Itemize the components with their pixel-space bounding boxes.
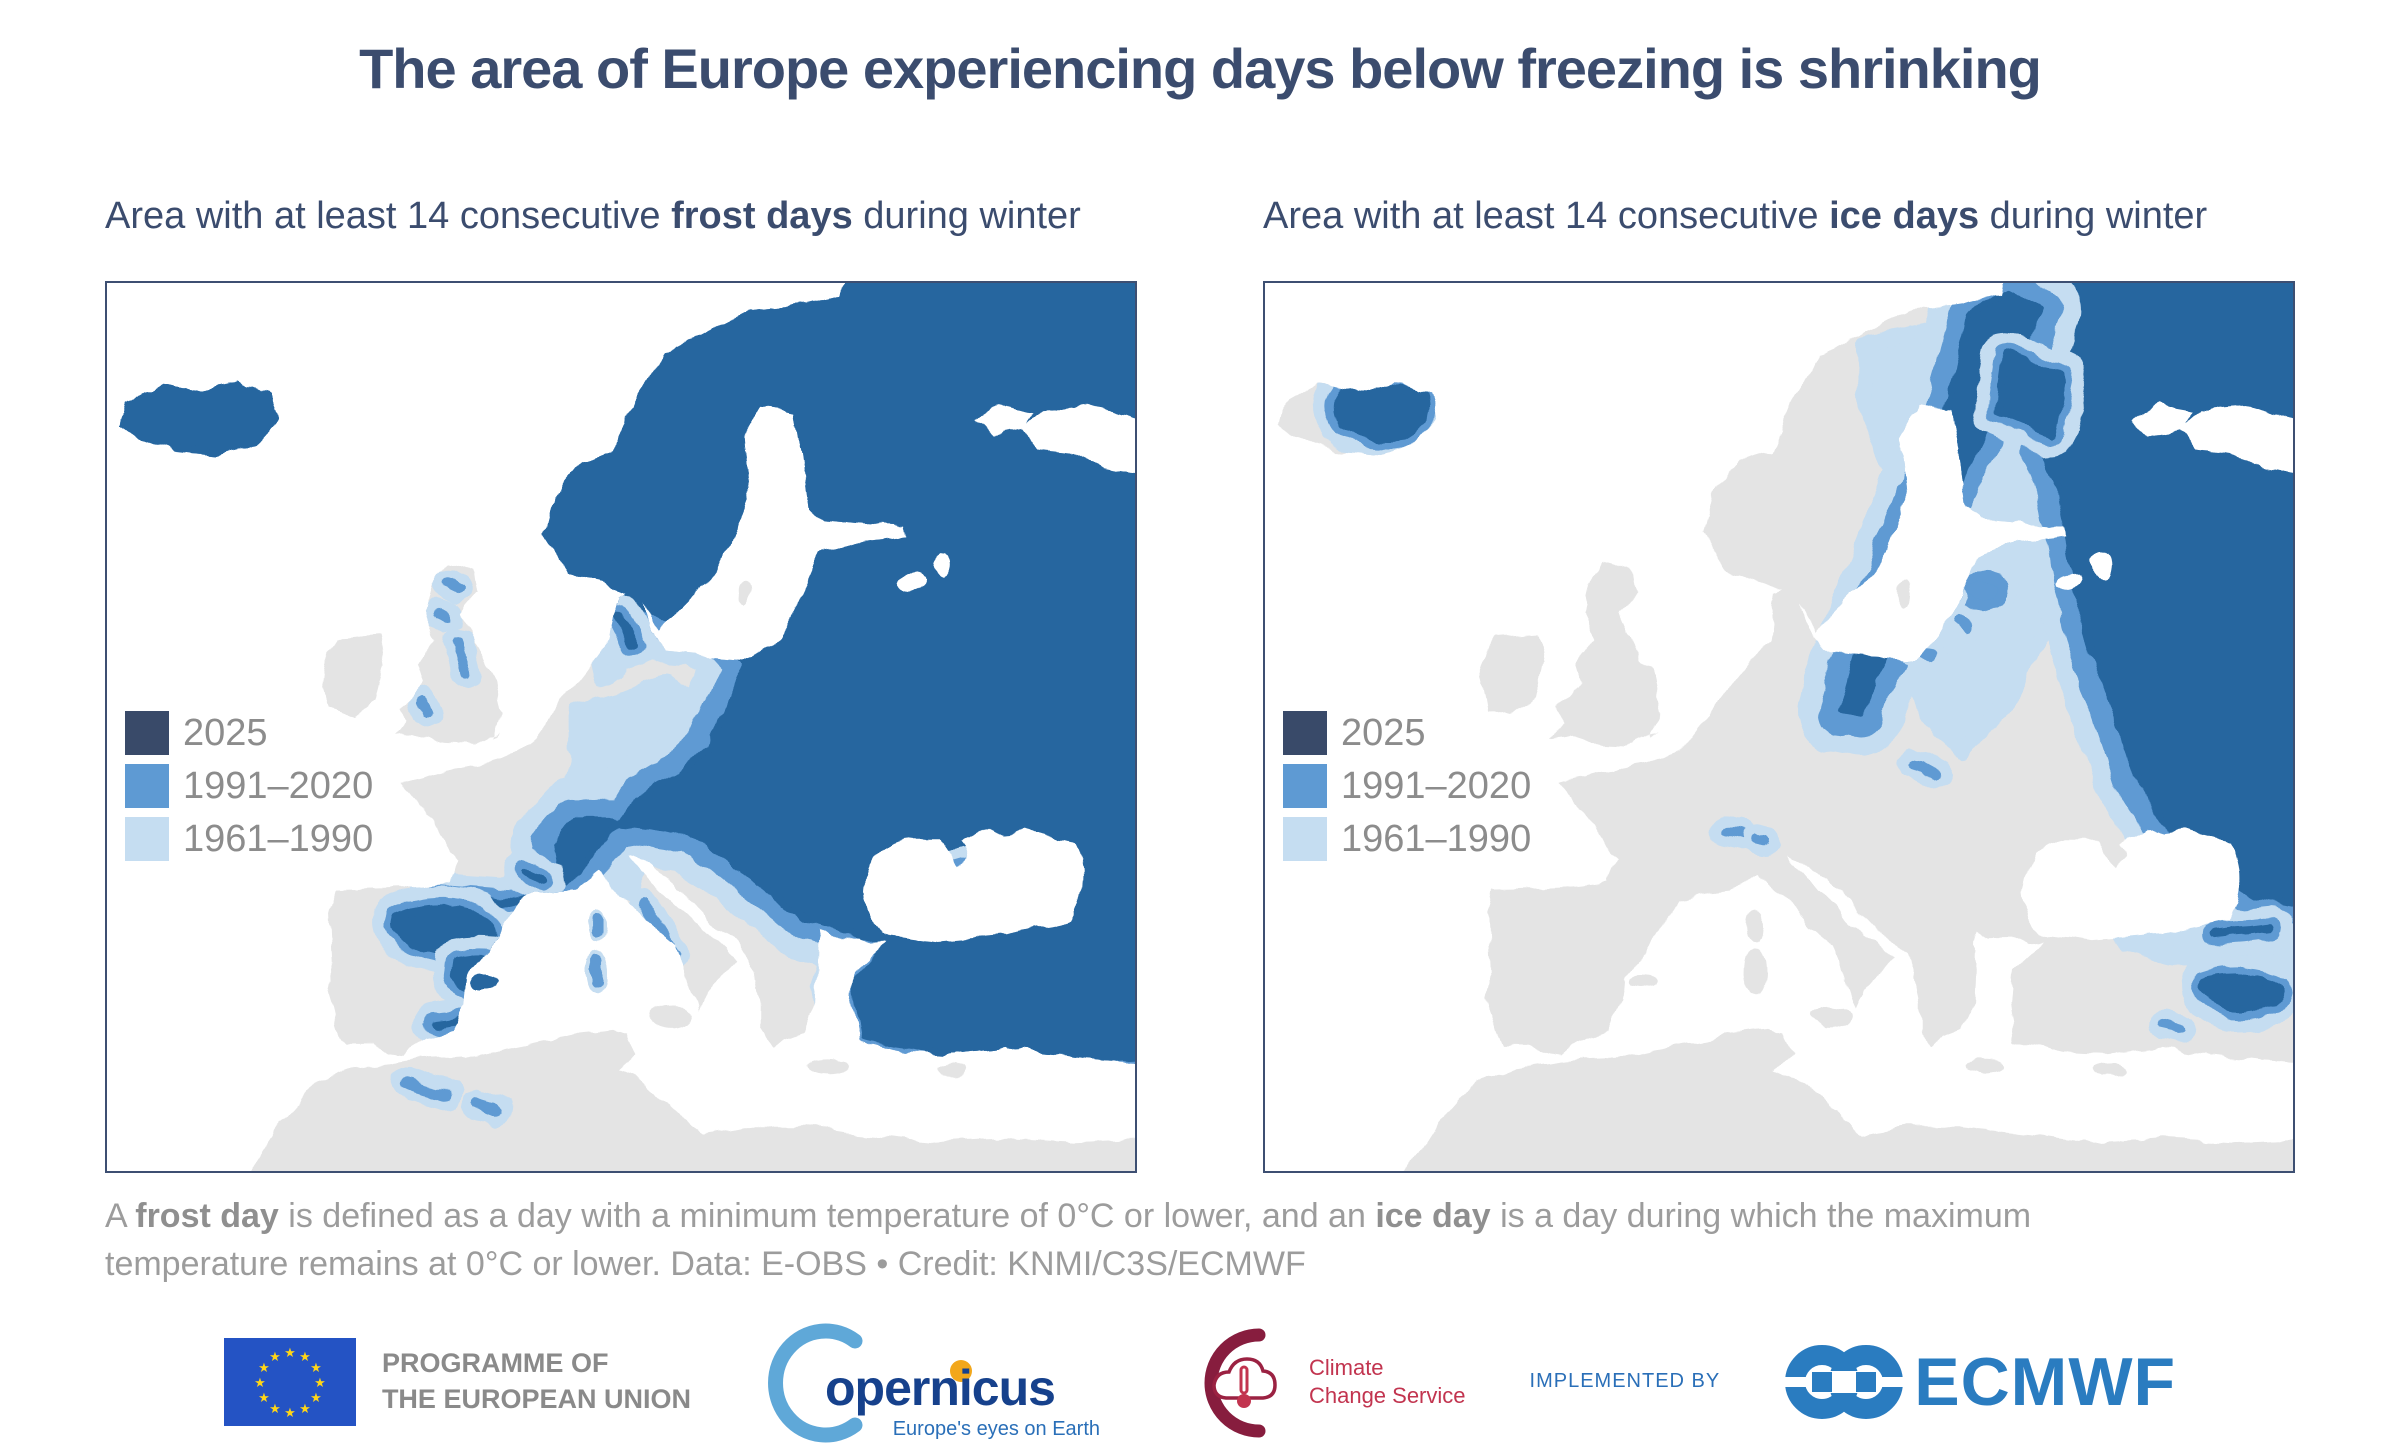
ecmwf-emblem-icon [1784,1344,1905,1419]
eu-programme-logo: ★ ★ ★ ★ ★ ★ ★ ★ ★ ★ ★ ★ PROGRAMME OF THE EUROPEA… [223,1337,691,1426]
legend-swatch-2025 [125,711,169,755]
implemented-by-label: IMPLEMENTED BY [1529,1370,1721,1392]
svg-text:★: ★ [269,1350,281,1365]
svg-text:★: ★ [284,1346,296,1361]
panel-ice-days: Area with at least 14 consecutive ice da… [1263,195,2295,1173]
svg-text:★: ★ [314,1376,326,1391]
legend-item-2025: 2025 [1283,711,1531,755]
panel-frost-days: Area with at least 14 consecutive frost … [105,195,1137,1173]
svg-text:★: ★ [284,1406,296,1421]
svg-text:★: ★ [258,1361,270,1376]
legend-swatch-1961-1990 [1283,817,1327,861]
ccs-emblem-icon [1204,1328,1277,1437]
copernicus-tagline: Europe's eyes on Earth [893,1418,1100,1440]
copernicus-c-swoosh-icon [768,1323,863,1442]
legend-item-2025: 2025 [125,711,373,755]
copernicus-wordmark: opernicus [825,1360,1055,1416]
maps-row: Area with at least 14 consecutive frost … [105,195,2295,1173]
definition-caption: A frost day is defined as a day with a m… [105,1197,2032,1284]
frost-map-frame: 2025 1991–2020 1961–1990 [105,281,1137,1173]
ice-map-legend: 2025 1991–2020 1961–1990 [1283,711,1531,861]
climate-change-service-logo: Climate Change Service [1169,1321,1466,1443]
ecmwf-wordmark: ECMWF [1914,1343,2177,1420]
ice-map [1265,283,2293,1171]
ccs-text: Climate Change Service [1308,1355,1466,1408]
frost-map [107,283,1135,1171]
svg-text:★: ★ [310,1391,322,1406]
sea-cutouts [863,403,1135,941]
frost-map-legend: 2025 1991–2020 1961–1990 [125,711,373,861]
legend-swatch-1991-2020 [125,764,169,808]
frost-map-subtitle: Area with at least 14 consecutive frost … [105,195,1081,237]
svg-text:★: ★ [310,1361,322,1376]
page-title: The area of Europe experiencing days bel… [359,37,2042,100]
svg-text:★: ★ [299,1402,311,1417]
legend-swatch-1961-1990 [125,817,169,861]
ice-map-frame: 2025 1991–2020 1961–1990 [1263,281,2295,1173]
sea-cutouts [2021,403,2293,941]
copernicus-logo: opernicus Europe's eyes on Earth [768,1323,1100,1442]
svg-text:★: ★ [254,1376,266,1391]
legend-item-1991-2020: 1991–2020 [125,764,373,808]
legend-item-1961-1990: 1961–1990 [125,817,373,861]
svg-text:★: ★ [258,1391,270,1406]
eu-flag-icon: ★ ★★ ★★★ ★★★ ★★★ [223,1337,356,1426]
footer-logos: ★ ★ ★ ★ ★ ★ ★ ★ ★ ★ ★ ★ PROGRAMME OF THE EUROPEA… [0,1318,2400,1445]
legend-item-1991-2020: 1991–2020 [1283,764,1531,808]
legend-swatch-1991-2020 [1283,764,1327,808]
svg-text:★: ★ [269,1402,281,1417]
eu-programme-text: PROGRAMME OF THE EUROPEAN UNION [381,1348,691,1414]
copernicus-orange-dot-icon [949,1359,972,1382]
svg-text:★: ★ [299,1350,311,1365]
ecmwf-logo: ECMWF [1784,1330,2176,1434]
ice-map-subtitle: Area with at least 14 consecutive ice da… [1263,195,2208,237]
legend-swatch-2025 [1283,711,1327,755]
legend-item-1961-1990: 1961–1990 [1283,817,1531,861]
